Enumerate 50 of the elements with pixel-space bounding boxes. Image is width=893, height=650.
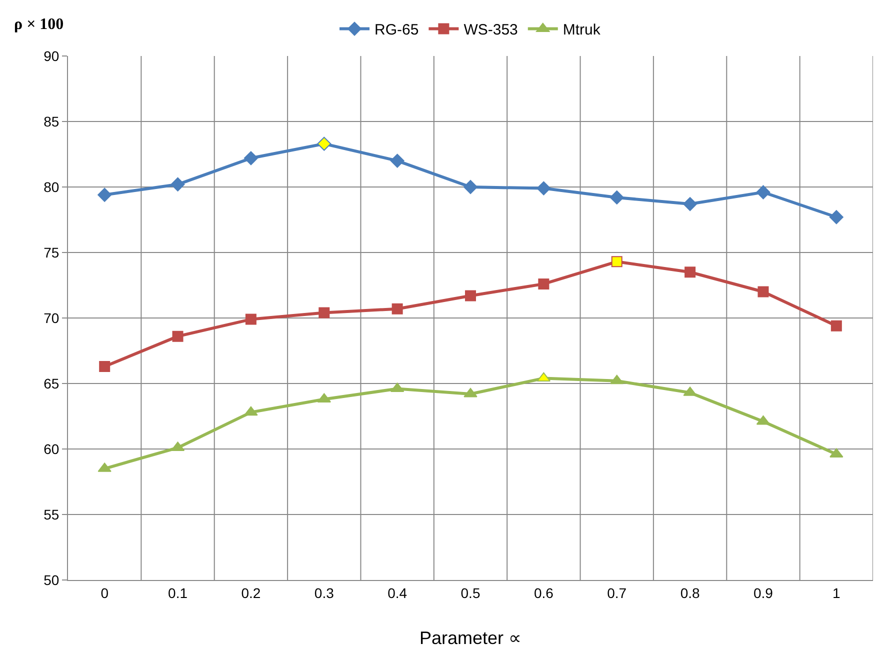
y-tick-label: 65 <box>44 375 60 392</box>
y-tick-label: 55 <box>44 506 60 522</box>
point <box>610 374 624 384</box>
point <box>98 188 112 202</box>
x-tick-label: 0.7 <box>607 584 627 601</box>
x-tick-label: 0 <box>100 584 109 601</box>
point <box>758 286 769 298</box>
point <box>244 151 258 166</box>
x-tick-label: 0.9 <box>753 584 774 601</box>
point <box>244 406 258 416</box>
legend-label: RG-65 <box>374 22 419 39</box>
point <box>464 388 478 398</box>
point <box>611 256 622 268</box>
y-tick-label: 70 <box>44 310 60 326</box>
y-tick-label: 85 <box>44 113 60 130</box>
point <box>756 185 770 200</box>
x-tick-label: 0.1 <box>168 584 188 601</box>
point <box>684 266 696 278</box>
y-tick-label: 60 <box>44 440 60 457</box>
legend-label: WS-353 <box>464 22 518 39</box>
point <box>170 177 185 192</box>
point <box>392 303 403 314</box>
x-tick-label: 0.5 <box>460 584 480 601</box>
point <box>390 154 404 168</box>
y-tick-label: 80 <box>44 178 60 195</box>
point <box>829 210 844 224</box>
point <box>318 307 330 318</box>
y-tick-label: 50 <box>44 572 60 588</box>
point <box>99 360 110 372</box>
x-tick-label: 0.2 <box>241 584 261 601</box>
point <box>465 290 476 302</box>
x-axis-title: Parameter ∝ <box>419 628 522 648</box>
x-tick-label: 0.6 <box>534 584 554 601</box>
legend-label: Mtruk <box>562 22 601 39</box>
y-tick-label: 90 <box>44 48 60 64</box>
point <box>464 180 478 194</box>
point <box>536 181 551 196</box>
point <box>830 320 842 332</box>
x-tick-label: 0.8 <box>680 584 700 601</box>
point <box>683 197 698 212</box>
point <box>610 190 624 204</box>
x-tick-label: 0.3 <box>314 584 334 601</box>
point <box>538 278 550 290</box>
x-tick-label: 1 <box>832 584 841 601</box>
point <box>245 314 256 325</box>
y-tick-label: 75 <box>44 244 60 260</box>
point <box>317 136 332 151</box>
y-axis-title: ρ × 100 <box>14 16 64 33</box>
point <box>172 330 184 342</box>
x-tick-label: 0.4 <box>388 584 408 601</box>
